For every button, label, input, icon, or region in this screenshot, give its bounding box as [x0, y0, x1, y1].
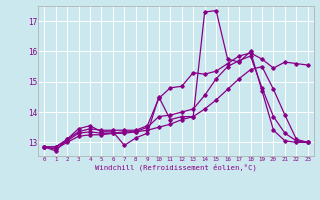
X-axis label: Windchill (Refroidissement éolien,°C): Windchill (Refroidissement éolien,°C)	[95, 164, 257, 171]
